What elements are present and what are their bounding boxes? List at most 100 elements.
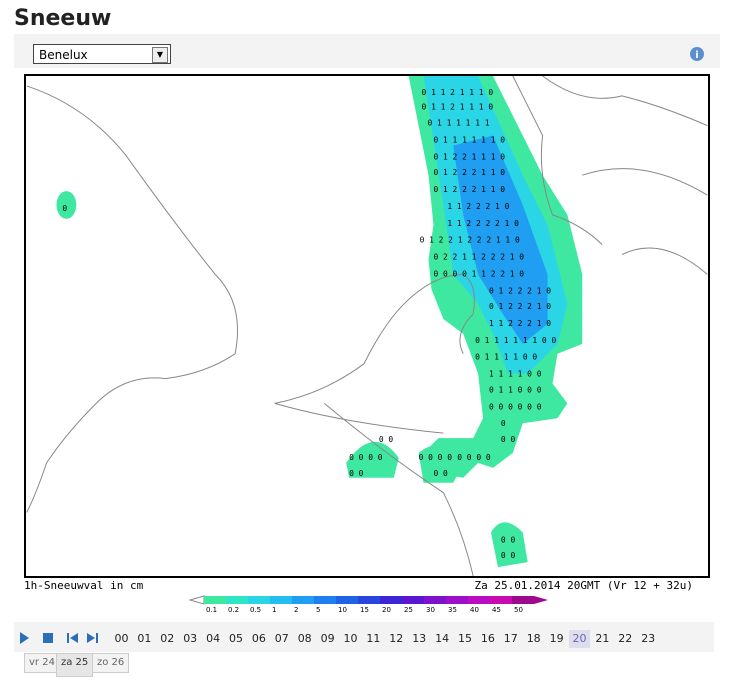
legend-label: 0.1 — [206, 606, 217, 614]
snow-value-row: 0 1 2 2 2 1 0 — [489, 302, 551, 311]
hour-button[interactable]: 09 — [320, 632, 335, 645]
hour-button[interactable]: 04 — [206, 632, 221, 645]
hour-button[interactable]: 00 — [114, 632, 129, 645]
caption-right: Za 25.01.2014 20GMT (Vr 12 + 32u) — [474, 579, 693, 592]
hour-button[interactable]: 14 — [435, 632, 450, 645]
snow-value-row: 0 0 — [501, 535, 516, 544]
snow-value-row: 0 0 — [501, 551, 516, 560]
snow-area — [346, 441, 399, 478]
snow-value-row: 0 0 — [349, 469, 364, 478]
day-tab[interactable]: zo 26 — [92, 653, 130, 673]
legend-arrow-right — [534, 596, 548, 604]
legend-swatch — [336, 596, 358, 604]
legend-label: 40 — [470, 606, 479, 614]
hour-button[interactable]: 02 — [160, 632, 175, 645]
hour-button[interactable]: 03 — [183, 632, 198, 645]
snow-value-row: 0 0 0 0 0 0 — [489, 402, 542, 411]
legend-swatch — [468, 596, 490, 604]
hour-button[interactable]: 11 — [366, 632, 381, 645]
play-button[interactable] — [20, 632, 29, 644]
hour-button[interactable]: 15 — [458, 632, 472, 645]
legend-swatch — [358, 596, 380, 604]
snow-value-row: 0 0 0 0 — [457, 453, 491, 462]
snow-value-row: 0 1 1 1 1 1 1 — [428, 119, 490, 128]
legend-label: 35 — [448, 606, 457, 614]
snow-area — [56, 191, 77, 219]
legend-label: 5 — [316, 606, 320, 614]
legend-label: 25 — [404, 606, 413, 614]
hour-button[interactable]: 18 — [526, 632, 541, 645]
last-button[interactable] — [87, 633, 98, 643]
legend-label: 2 — [294, 606, 298, 614]
legend-swatch — [204, 596, 226, 604]
legend-swatch — [270, 596, 292, 604]
snow-value-row: 0 0 0 0 — [349, 453, 383, 462]
snow-area — [491, 522, 528, 568]
stop-button[interactable] — [43, 633, 53, 643]
first-button[interactable] — [67, 633, 78, 643]
legend-swatch — [446, 596, 468, 604]
hour-button[interactable]: 10 — [343, 632, 358, 645]
hour-button[interactable]: 17 — [503, 632, 518, 645]
hour-button[interactable]: 19 — [549, 632, 564, 645]
hour-button[interactable]: 20 — [569, 630, 590, 648]
hour-button[interactable]: 01 — [137, 632, 152, 645]
legend-label: 0.2 — [228, 606, 239, 614]
legend-label: 30 — [426, 606, 435, 614]
snow-value-row: 0 0 — [379, 435, 394, 444]
snow-value-row: 0 1 1 1 1 1 1 0 — [433, 135, 505, 144]
legend-label: 0.5 — [250, 606, 261, 614]
select-value: Benelux — [39, 48, 88, 62]
snow-value-row: 0 1 2 2 2 1 1 0 — [433, 185, 505, 194]
snow-value-row: 0 1 2 2 2 1 0 — [489, 286, 551, 295]
legend-label: 50 — [514, 606, 523, 614]
legend-label: 45 — [492, 606, 501, 614]
snow-value-row: 0 0 0 0 — [419, 453, 453, 462]
hour-button[interactable]: 23 — [641, 632, 656, 645]
legend-swatch — [402, 596, 424, 604]
snow-value-row: 0 1 1 1 1 1 1 0 0 — [475, 336, 556, 345]
legend-label: 10 — [338, 606, 347, 614]
snow-area — [453, 135, 548, 344]
hour-button[interactable]: 21 — [595, 632, 610, 645]
snow-value-row: 0 1 1 0 0 0 — [489, 385, 542, 394]
snow-value-row: 0 1 2 2 2 1 1 0 — [433, 168, 505, 177]
legend-swatch — [314, 596, 336, 604]
coastlines — [26, 76, 708, 576]
legend: 0.1 0.2 0.5 1 2 5 10 15 20 25 30 35 40 45 50 — [188, 595, 548, 614]
snow-map: 0 1 1 2 1 1 1 0 0 1 1 2 1 1 1 0 0 1 1 1 1 … — [24, 74, 710, 578]
snow-value-row: 0 1 1 2 1 1 1 0 — [422, 88, 494, 97]
snow-value-row: 0 2 2 1 1 2 2 2 1 0 — [433, 253, 524, 262]
snow-value-row: 0 — [501, 419, 506, 428]
legend-swatch — [226, 596, 248, 604]
hour-button[interactable]: 08 — [297, 632, 312, 645]
page-title: Sneeuw — [14, 6, 112, 31]
hour-button[interactable]: 07 — [274, 632, 289, 645]
day-tab[interactable]: vr 24 — [24, 653, 60, 673]
region-select[interactable]: Benelux ▼ — [33, 44, 171, 64]
legend-swatch — [490, 596, 512, 604]
hour-button[interactable]: 16 — [480, 632, 495, 645]
legend-label: 1 — [272, 606, 276, 614]
info-icon[interactable]: i — [689, 46, 705, 62]
hour-button[interactable]: 12 — [389, 632, 404, 645]
controls — [14, 622, 714, 652]
day-tab[interactable]: za 25 — [56, 653, 94, 677]
snow-value-row: 1 1 2 2 2 1 0 — [489, 319, 551, 328]
snow-value-row: 1 1 1 1 0 0 — [489, 370, 542, 379]
snow-value-row: 0 1 1 1 1 0 0 — [475, 353, 537, 362]
hour-button[interactable]: 13 — [412, 632, 427, 645]
snow-value-row: 0 0 0 0 1 1 2 2 1 0 — [433, 269, 524, 278]
hour-button[interactable]: 06 — [251, 632, 266, 645]
snow-value-row: 0 0 — [433, 469, 448, 478]
legend-swatch — [248, 596, 270, 604]
snow-value-row: 1 1 2 2 2 2 1 0 — [447, 219, 519, 228]
select-arrow[interactable]: ▼ — [152, 47, 168, 63]
hour-button[interactable]: 05 — [229, 632, 243, 645]
legend-arrow-left — [188, 595, 205, 605]
snow-value-row: 0 1 1 2 1 1 1 0 — [422, 103, 494, 112]
legend-swatch — [380, 596, 402, 604]
snow-value-row: 0 1 2 2 1 2 2 2 1 1 0 — [420, 236, 520, 245]
hour-button[interactable]: 22 — [618, 632, 633, 645]
